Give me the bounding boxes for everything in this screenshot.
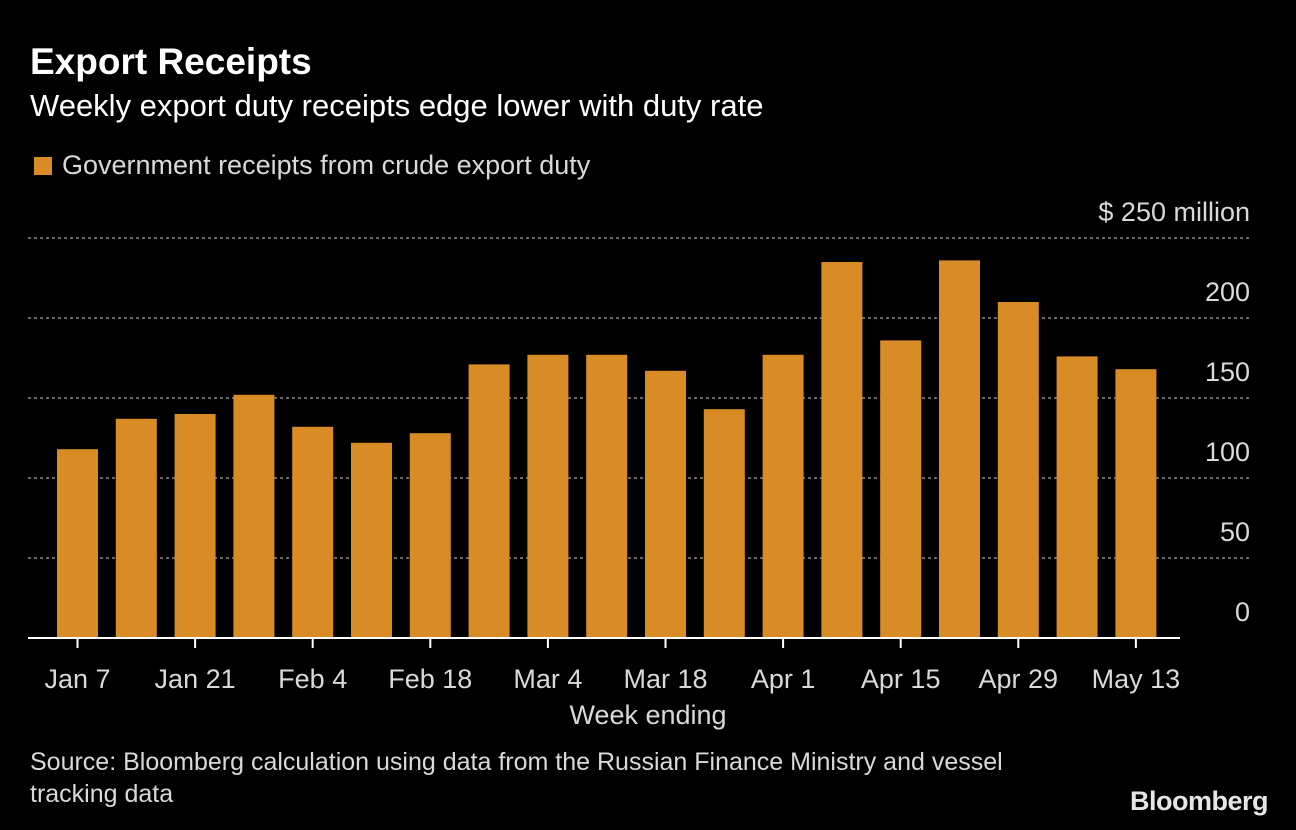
bar-apr-15 bbox=[880, 340, 922, 638]
bar-apr-29 bbox=[997, 302, 1039, 638]
x-axis-title: Week ending bbox=[569, 700, 726, 730]
x-tick-label-apr-1: Apr 1 bbox=[751, 664, 816, 694]
bar-mar-4 bbox=[527, 354, 569, 638]
bar-feb-18 bbox=[409, 433, 451, 638]
bar-jan-21 bbox=[174, 414, 216, 638]
bar-apr-8 bbox=[821, 262, 863, 638]
bar-mar-11 bbox=[586, 354, 628, 638]
bar-mar-25 bbox=[703, 409, 745, 638]
x-tick-label-jan-7: Jan 7 bbox=[44, 664, 110, 694]
chart-title: Export Receipts bbox=[30, 41, 312, 82]
legend-label: Government receipts from crude export du… bbox=[62, 150, 591, 180]
x-tick-label-feb-18: Feb 18 bbox=[388, 664, 472, 694]
x-tick-label-jan-21: Jan 21 bbox=[155, 664, 236, 694]
y-tick-label-150: 150 bbox=[1205, 357, 1250, 387]
bar-may-13 bbox=[1115, 369, 1157, 638]
y-tick-label-200: 200 bbox=[1205, 277, 1250, 307]
bars bbox=[57, 260, 1157, 638]
bar-apr-1 bbox=[762, 354, 804, 638]
x-tick-label-mar-18: Mar 18 bbox=[623, 664, 707, 694]
x-tick-label-feb-4: Feb 4 bbox=[278, 664, 347, 694]
y-tick-label-50: 50 bbox=[1220, 517, 1250, 547]
gridlines bbox=[28, 237, 1252, 559]
x-tick-label-apr-15: Apr 15 bbox=[861, 664, 941, 694]
axes: 0 50 100 150 200 $ 250 million Jan 7 Jan 21 Feb … bbox=[28, 197, 1250, 694]
bar-feb-4 bbox=[292, 426, 334, 638]
bar-feb-25 bbox=[468, 364, 510, 638]
bar-jan-28 bbox=[233, 394, 275, 638]
bar-jan-14 bbox=[115, 418, 157, 638]
bar-mar-18 bbox=[645, 370, 686, 638]
x-tick-label-apr-29: Apr 29 bbox=[979, 664, 1059, 694]
bar-jan-7 bbox=[57, 449, 98, 638]
x-tick-label-may-13: May 13 bbox=[1092, 664, 1181, 694]
bar-may-6 bbox=[1056, 356, 1098, 638]
legend: Government receipts from crude export du… bbox=[34, 150, 590, 181]
y-tick-label-0: 0 bbox=[1235, 597, 1250, 627]
bloomberg-logo: Bloomberg bbox=[1129, 786, 1269, 816]
chart-subtitle: Weekly export duty receipts edge lower w… bbox=[30, 88, 764, 123]
legend-swatch bbox=[34, 156, 52, 175]
bar-feb-11 bbox=[351, 442, 392, 638]
bar-apr-22 bbox=[939, 260, 980, 638]
x-tick-label-mar-4: Mar 4 bbox=[513, 664, 582, 694]
y-tick-label-100: 100 bbox=[1205, 437, 1250, 467]
y-tick-label-250: $ 250 million bbox=[1098, 197, 1250, 227]
source-note: Source: Bloomberg calculation using data… bbox=[30, 748, 1003, 808]
bar-chart: 0 50 100 150 200 $ 250 million Jan 7 Jan 21 Feb … bbox=[28, 197, 1252, 730]
